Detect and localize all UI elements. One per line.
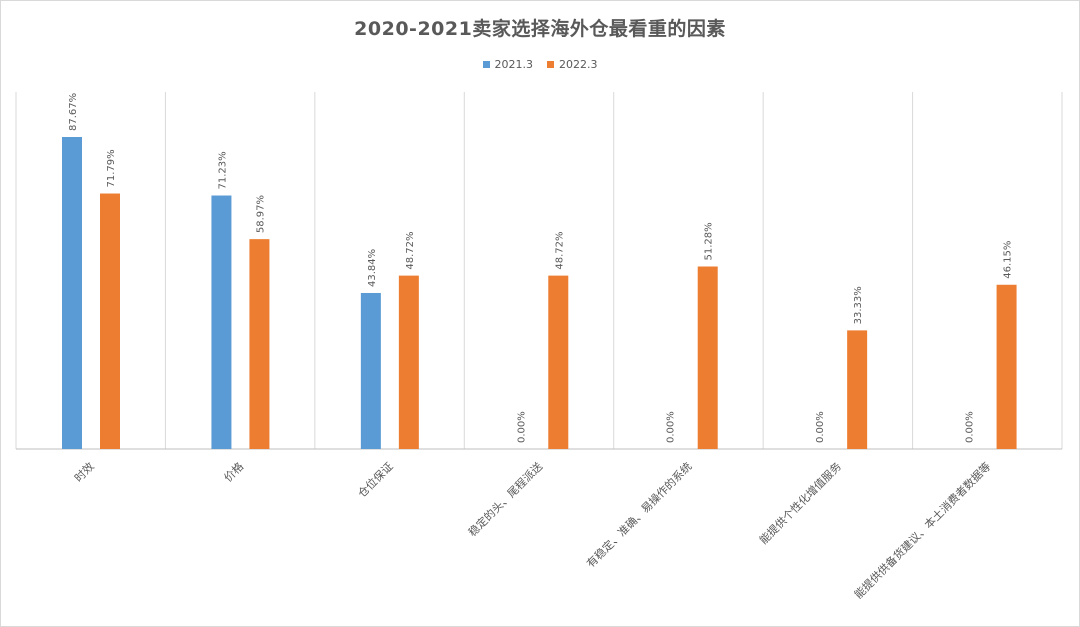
data-label: 48.72% bbox=[554, 231, 565, 269]
data-label: 43.84% bbox=[367, 249, 378, 287]
x-tick-label: 有稳定、准确、易操作的系统 bbox=[584, 459, 695, 570]
x-tick-label: 稳定的头、尾程派送 bbox=[465, 459, 545, 539]
x-tick-label: 仓位保证 bbox=[355, 459, 396, 500]
bar-series-2 bbox=[548, 275, 569, 449]
legend-label-series-2: 2022.3 bbox=[559, 58, 598, 71]
data-label: 71.79% bbox=[106, 149, 117, 187]
legend-swatch-series-2 bbox=[547, 61, 554, 68]
x-tick-label: 价格 bbox=[221, 459, 246, 484]
data-label: 87.67% bbox=[68, 93, 79, 131]
bar-series-2 bbox=[249, 239, 270, 449]
bar-series-2 bbox=[398, 275, 419, 449]
x-tick-label: 能提供个性化增值服务 bbox=[756, 459, 844, 547]
bar-series-2 bbox=[100, 193, 120, 449]
data-label: 48.72% bbox=[405, 231, 416, 269]
legend-item-series-2: 2022.3 bbox=[547, 58, 598, 71]
bar-series-2 bbox=[847, 330, 868, 449]
data-label: 58.97% bbox=[255, 195, 266, 233]
data-label: 51.28% bbox=[704, 222, 715, 260]
bar-series-1 bbox=[62, 137, 82, 449]
chart-title: 2020-2021卖家选择海外仓最看重的因素 bbox=[354, 18, 726, 40]
x-tick-label: 时效 bbox=[71, 459, 96, 484]
data-label: 0.00% bbox=[815, 411, 826, 443]
data-label: 0.00% bbox=[516, 411, 527, 443]
legend-item-series-1: 2021.3 bbox=[482, 58, 534, 71]
data-label: 46.15% bbox=[1003, 241, 1014, 279]
legend-swatch-series-1 bbox=[482, 61, 490, 68]
bar-series-2 bbox=[996, 284, 1017, 449]
bar-series-2 bbox=[697, 266, 718, 449]
data-label: 71.23% bbox=[217, 151, 228, 189]
data-label: 0.00% bbox=[666, 411, 677, 443]
bar-series-1 bbox=[211, 195, 232, 449]
bar-series-1 bbox=[360, 292, 381, 449]
legend-label-series-1: 2021.3 bbox=[494, 58, 534, 71]
data-label: 33.33% bbox=[853, 286, 864, 324]
x-tick-label: 能提供供备货建议、本土消费者数据等 bbox=[851, 459, 993, 601]
chart-legend: 2021.3 2022.3 bbox=[0, 58, 1080, 71]
data-label: 0.00% bbox=[965, 411, 976, 443]
